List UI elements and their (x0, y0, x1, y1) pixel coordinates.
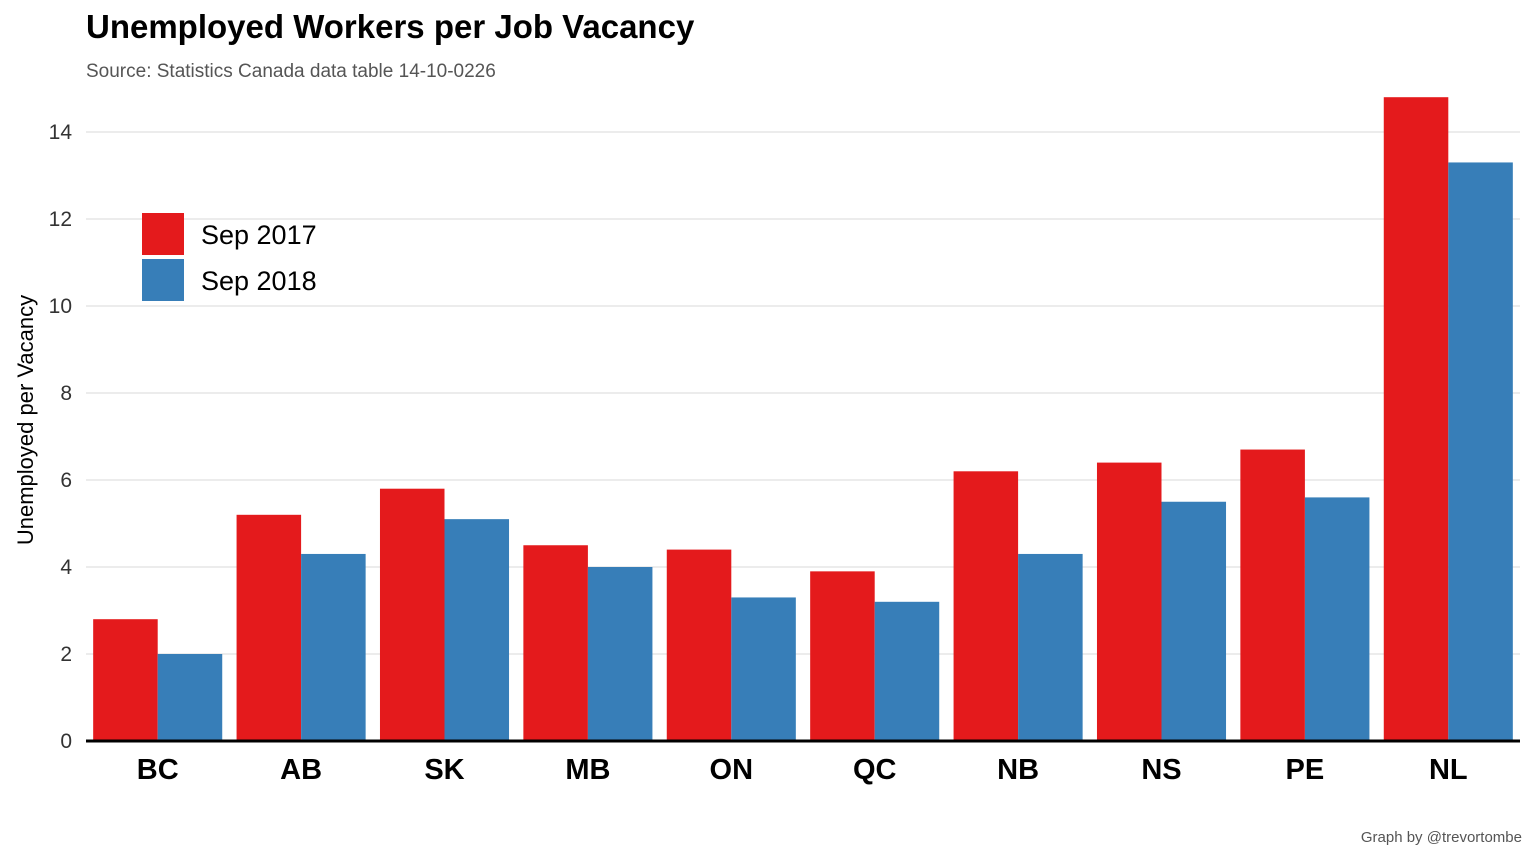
x-tick-labels: BC AB SK MB ON QC NB NS PE NL (137, 754, 1468, 786)
y-tick-label: 10 (49, 295, 72, 318)
y-tick-label: 6 (60, 469, 72, 492)
y-tick-label: 0 (60, 730, 72, 753)
bar-ab-series-2 (301, 553, 366, 741)
bar-ab-series-1 (236, 514, 302, 741)
bar-pe-series-2 (1304, 497, 1370, 741)
x-tick-label: MB (565, 754, 610, 786)
bar-nb-series-1 (953, 471, 1019, 741)
x-tick-label: NB (997, 754, 1039, 786)
y-tick-labels: 0 2 4 6 8 10 12 14 (49, 121, 73, 753)
legend: Sep 2017 Sep 2018 (142, 213, 317, 301)
y-tick-label: 14 (49, 121, 73, 144)
x-tick-label: PE (1286, 754, 1325, 786)
legend-swatch (142, 213, 184, 255)
bar-nb-series-2 (1018, 553, 1083, 741)
chart-title: Unemployed Workers per Job Vacancy (86, 8, 695, 45)
legend-swatch (142, 259, 184, 301)
bar-ns-series-2 (1161, 501, 1227, 741)
x-tick-label: QC (853, 754, 897, 786)
bar-pe-series-1 (1240, 449, 1305, 741)
y-tick-label: 2 (60, 643, 72, 666)
bar-qc-series-2 (874, 601, 940, 741)
bar-qc-series-1 (810, 571, 875, 741)
x-tick-label: ON (710, 754, 754, 786)
bar-nl-series-2 (1448, 162, 1513, 741)
y-tick-label: 8 (60, 382, 72, 405)
chart-subtitle: Source: Statistics Canada data table 14-… (86, 61, 496, 82)
y-tick-label: 12 (49, 208, 72, 231)
bar-on-series-1 (666, 549, 732, 741)
x-tick-label: NL (1429, 754, 1468, 786)
y-axis-title: Unemployed per Vacancy (13, 295, 38, 545)
bar-mb-series-2 (587, 567, 653, 741)
x-tick-label: AB (280, 754, 322, 786)
bar-sk-series-1 (379, 488, 445, 741)
bar-mb-series-1 (523, 545, 588, 741)
bar-bc-series-1 (93, 619, 158, 741)
chart-caption: Graph by @trevortombe (1360, 829, 1522, 846)
y-tick-label: 4 (60, 556, 72, 579)
legend-label: Sep 2017 (201, 220, 317, 250)
bar-on-series-2 (731, 597, 796, 741)
bar-nl-series-1 (1383, 97, 1449, 741)
axes: 0 2 4 6 8 10 12 14 BC AB SK MB ON QC NB NS PE NL Unemplo… (13, 121, 1520, 786)
bar-sk-series-2 (444, 519, 510, 741)
x-tick-label: SK (424, 754, 464, 786)
x-tick-label: BC (137, 754, 179, 786)
bar-bc-series-2 (157, 654, 223, 741)
legend-label: Sep 2018 (201, 266, 317, 296)
bars (93, 97, 1513, 741)
x-tick-label: NS (1141, 754, 1181, 786)
bar-ns-series-1 (1096, 462, 1162, 741)
